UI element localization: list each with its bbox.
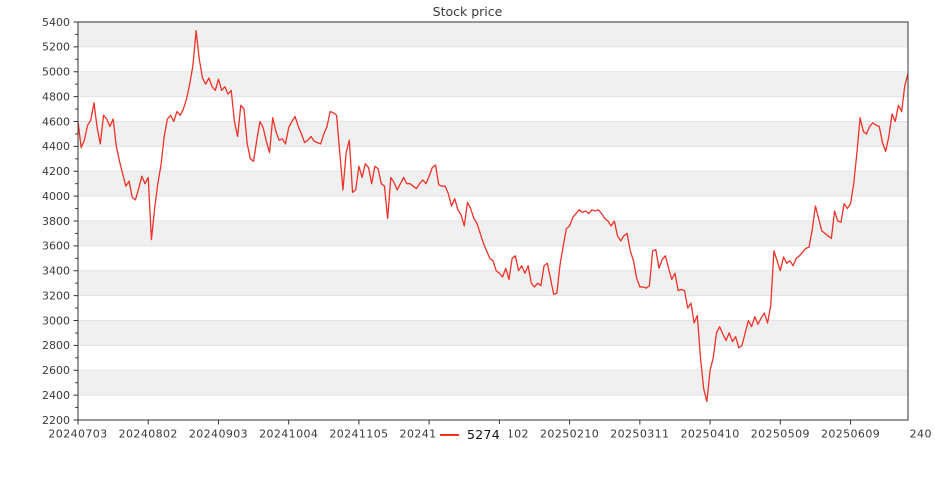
x-tick-label: 20241004: [259, 428, 318, 441]
plot-background-stripe: [78, 121, 908, 147]
y-tick-label: 4800: [42, 90, 70, 103]
plot-background-stripe: [78, 370, 908, 396]
y-tick-label: 5000: [42, 66, 70, 79]
y-tick-label: 4000: [42, 190, 70, 203]
plot-background-stripe: [78, 270, 908, 296]
plot-background-stripe: [78, 46, 908, 72]
plot-background-stripe: [78, 171, 908, 197]
y-tick-label: 4400: [42, 140, 70, 153]
y-tick-label: 5200: [42, 41, 70, 54]
plot-background-stripe: [78, 146, 908, 172]
plot-background-stripe: [78, 22, 908, 47]
y-tick-label: 4600: [42, 115, 70, 128]
plot-background-stripe: [78, 395, 908, 421]
x-tick-label: 20250210: [540, 428, 599, 441]
y-tick-label: 2400: [42, 389, 70, 402]
x-tick-label: 20240903: [189, 428, 248, 441]
y-tick-label: 4200: [42, 165, 70, 178]
plot-background-stripe: [78, 245, 908, 271]
x-tick-label: 20250311: [610, 428, 669, 441]
y-tick-label: 5400: [42, 16, 70, 29]
y-tick-label: 2200: [42, 414, 70, 427]
chart-title: Stock price: [432, 4, 503, 19]
plot-background-stripe: [78, 320, 908, 346]
x-tick-label: 20250410: [680, 428, 739, 441]
y-tick-label: 3400: [42, 265, 70, 278]
x-tick-label: 240: [910, 428, 932, 441]
y-tick-label: 2800: [42, 339, 70, 352]
x-tick-label: 20250609: [821, 428, 880, 441]
plot-background-stripe: [78, 345, 908, 371]
legend-line-marker: [440, 433, 459, 436]
y-tick-label: 3000: [42, 314, 70, 327]
y-tick-label: 3800: [42, 215, 70, 228]
y-tick-label: 2600: [42, 364, 70, 377]
y-tick-label: 3200: [42, 289, 70, 302]
plot-background-stripe: [78, 96, 908, 122]
plot-background-stripe: [78, 295, 908, 321]
legend: 5274: [435, 424, 510, 445]
x-tick-label: 20240802: [119, 428, 178, 441]
legend-series-label: 5274: [467, 427, 501, 442]
plot-background-stripe: [78, 221, 908, 246]
plot-background-stripe: [78, 196, 908, 222]
y-tick-label: 3600: [42, 240, 70, 253]
x-tick-label: 20250509: [751, 428, 810, 441]
plot-background-stripe: [78, 71, 908, 97]
x-tick-label: 20240703: [48, 428, 107, 441]
x-tick-label: 20241105: [329, 428, 388, 441]
price-line: [77, 30, 909, 402]
